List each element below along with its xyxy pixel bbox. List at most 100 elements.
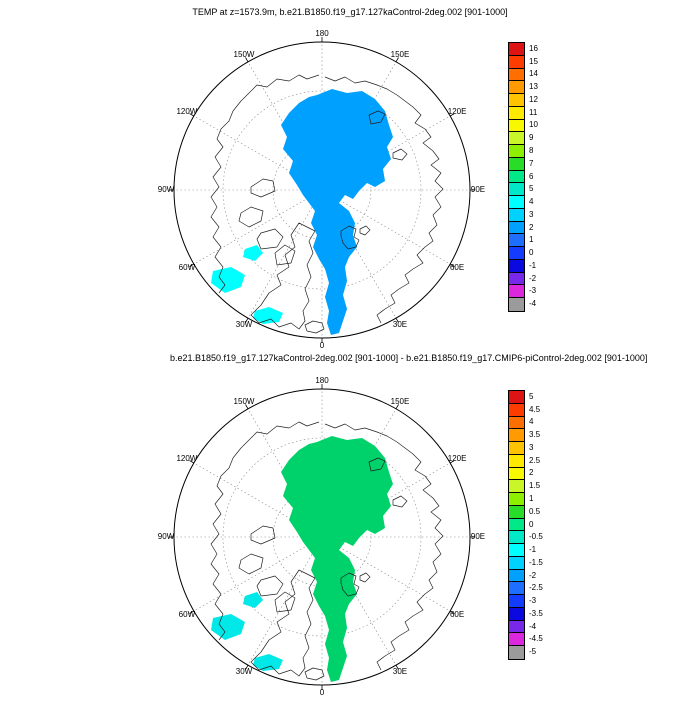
colorbar-level-label: 0.5 [529,506,541,516]
colorbar-cell [509,416,524,430]
ring-tick [449,460,455,464]
colorbar-cell [509,505,524,519]
colorbar-cell [509,196,524,209]
colorbar-level-label: 3.5 [529,430,541,440]
main-anomaly-region [281,436,393,682]
ring-label: 30E [393,667,407,676]
island-new-siberian [368,457,386,472]
colorbar-level-label: 3 [529,209,534,219]
colorbar-cell [509,646,524,659]
colorbar-level-label: -4 [529,621,537,631]
colorbar-level-label: 10 [529,120,538,130]
ring-labels: 180 150E 120E 90E 60E 30E 0 30W 60W 90W 120W 150W [158,376,485,697]
island-canadian-arch-1 [238,206,264,228]
ring-tick [449,610,455,614]
ring-label: 90W [158,532,175,541]
island-svalbard [340,572,360,597]
ring-label: 150E [391,397,410,406]
island-canadian-arch-3 [274,244,296,266]
colorbar-cell [509,480,524,493]
longitude-spoke [321,189,451,265]
ring-label: 150W [234,397,255,406]
colorbar-cell [509,94,524,107]
latitude-circle [222,90,422,290]
anomaly-patch-2 [253,307,283,324]
colorbar-cell [509,544,524,557]
colorbar-level-label: 8 [529,145,534,155]
ring-tick [189,610,195,614]
colorbar-cell [509,454,524,468]
anomaly-patch-3 [243,245,263,261]
colorbar-cells [508,42,525,312]
polar-map-svg: 180 150E 120E 90E 60E 30E 0 30W 60W 90W 120W 150W [158,376,485,697]
ring-label: 150W [234,50,255,59]
colorbar-cells [508,390,525,660]
ring-label: 90E [471,185,485,194]
ring-label: 180 [315,376,329,385]
ring-label: 150E [391,50,410,59]
colorbar-level-label: 5 [529,184,534,194]
island-severnaya-zemlya [392,495,408,508]
colorbar-level-label: 7 [529,158,534,168]
ring-tick [245,317,249,323]
ring-ticks [169,37,475,343]
anomaly-regions [211,89,393,335]
colorbar-level-label: 0 [529,248,534,258]
ring-tick [395,404,399,410]
ring-tick [245,664,249,670]
coastline-eurasia [324,76,444,324]
ring-label: 60W [179,610,196,619]
island-canadian-arch-4 [250,525,276,545]
panel1-title: TEMP at z=1573.9m, b.e21.B1850.f19_g17.1… [192,7,508,17]
ring-tick [395,57,399,63]
colorbar-level-label: 1 [529,493,534,503]
colorbar-level-label: 3 [529,442,534,452]
colorbar-cell [509,595,524,608]
colorbar-level-label: -4.5 [529,634,543,644]
colorbar-level-label: 4.5 [529,404,541,414]
colorbar-cell [509,132,524,145]
colorbar-panel1: 16 15 14 13 12 11 10 9 8 7 6 5 4 3 2 1 0 -1 -2 -3 -4 [508,42,578,312]
ring-tick [189,263,195,267]
colorbar-level-label: -0.5 [529,532,543,542]
colorbar-level-label: -1.5 [529,557,543,567]
colorbar-cell [509,285,524,298]
coastlines [210,421,444,681]
colorbar-level-label: -3 [529,596,537,606]
island-svalbard-2 [359,225,371,236]
colorbar-level-label: 1 [529,235,534,245]
anomaly-patch-1 [211,614,245,640]
coastlines [210,74,444,334]
main-anomaly-region [281,89,393,335]
panel2-title: b.e21.B1850.f19_g17.127kaControl-2deg.00… [170,353,648,363]
colorbar-level-label: -2 [529,273,537,283]
colorbar-level-label: -1 [529,545,537,555]
colorbar-level-label: 2 [529,222,534,232]
colorbar-level-label: 4 [529,417,534,427]
ring-label: 120W [176,107,197,116]
colorbar-level-label: 5 [529,391,534,401]
colorbar-level-label: -4 [529,299,537,309]
colorbar-level-label: 2 [529,468,534,478]
ring-tick [189,460,195,464]
map-panel1: 180 150E 120E 90E 60E 30E 0 30W 60W 90W 120W 150W [157,25,487,355]
colorbar-cell [509,298,524,311]
island-svalbard [340,225,360,250]
ring-label: 180 [315,29,329,38]
colorbar-level-label: -3 [529,286,537,296]
ring-label: 0 [320,341,325,350]
anomaly-patch-2 [253,654,283,671]
colorbar-cell [509,531,524,544]
colorbar-cell [509,170,524,184]
colorbar-cell [509,518,524,532]
ring-tick [245,57,249,63]
colorbar-cell [509,607,524,621]
ring-label: 0 [320,688,325,697]
colorbar-level-label: 4 [529,197,534,207]
ring-ticks [169,384,475,690]
colorbar-level-label: -3.5 [529,608,543,618]
anomaly-regions [211,436,393,682]
colorbar-cell [509,145,524,158]
colorbar-cell [509,556,524,570]
colorbar-cell [509,221,524,235]
